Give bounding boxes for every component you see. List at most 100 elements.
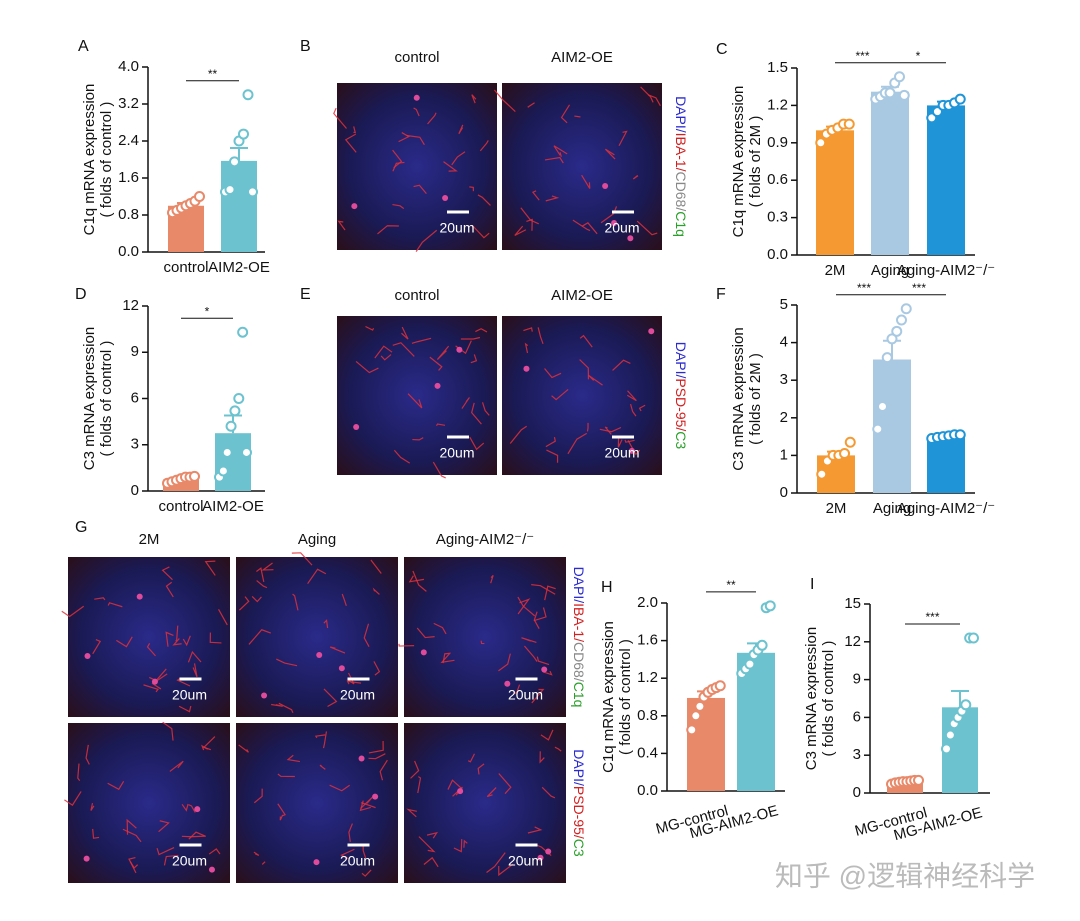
cell-process [599,426,622,433]
panel-letter: H [601,579,613,596]
x-tick-label: control [158,498,203,515]
cell-process [406,808,417,818]
stain-part: IBA-1/ [673,133,689,172]
cell-process [433,622,447,635]
cell-process [406,134,425,146]
cell-process [408,575,425,583]
panel-letter: G [75,519,87,536]
y-tick-label: 5 [780,296,788,313]
y-tick-label: 1.2 [637,669,658,686]
cell-process [533,611,540,629]
cell-process [536,656,550,666]
y-tick-label: 0.4 [637,744,658,761]
stain-part: PSD-95/ [571,786,587,839]
micrograph [502,316,662,475]
cell-process [292,593,299,611]
stain-part: C1q [673,211,689,237]
data-point [764,600,776,612]
bar [163,479,199,491]
cell-process [509,425,528,444]
cell-process [379,759,388,781]
data-point [241,446,252,458]
cell-process [479,140,489,152]
cell-process [418,836,436,853]
cell-body [372,793,379,800]
cell-process [554,746,562,752]
cell-process [90,803,95,811]
cell-process [276,658,298,667]
cell-process [546,449,559,463]
cell-body [434,382,441,389]
cell-process [553,145,568,156]
y-tick-label: 3 [853,746,861,763]
cell-body [353,423,360,430]
data-point [944,729,956,741]
column-label: Aging-AIM2⁻/⁻ [436,531,534,548]
column-label: control [394,49,439,66]
cell-process [480,640,485,645]
micrograph [236,723,398,883]
cell-process [533,607,547,622]
cell-process [537,327,544,344]
y-tick-label: 0.0 [767,246,788,263]
cell-process [365,325,375,331]
cell-process [380,354,392,361]
y-axis-label: ( folds of 2M ) [747,116,764,208]
cell-process [156,846,175,856]
cell-process [61,605,85,618]
cell-process [373,661,381,676]
stain-label: DAPI/IBA-1/CD68/C1q [571,567,587,708]
cell-process [540,729,554,741]
cell-process [486,787,497,798]
y-tick-label: 2 [780,409,788,426]
cell-process [286,754,301,763]
y-tick-label: 0.0 [637,782,658,799]
cell-process [640,86,654,103]
scale-bar-label: 20um [439,220,474,236]
micrograph [502,83,662,250]
y-tick-label: 0 [780,484,788,501]
cell-process [372,587,380,595]
cell-process [392,342,415,357]
panel-letter: C [716,41,728,58]
cell-process [588,374,603,386]
y-tick-label: 4.0 [118,58,139,75]
cell-process [526,218,533,231]
cell-process [202,736,216,751]
cell-process [360,802,376,809]
cell-process [323,619,329,629]
cell-process [545,195,560,202]
cell-process [545,437,556,448]
cell-process [524,342,529,354]
cell-body [84,652,91,659]
cell-process [415,229,438,252]
cell-body [83,855,90,862]
cell-process [107,780,125,791]
cell-process [181,835,206,838]
cell-process [407,393,423,409]
cell-process [517,598,531,615]
stain-label: DAPI/PSD-95/C3 [673,342,689,450]
y-axis-label: ( folds of control ) [617,639,634,755]
data-point [954,429,966,441]
cell-process [477,194,491,206]
cell-process [329,646,346,654]
cell-process [581,174,591,189]
cell-process [493,89,516,112]
significance-label: *** [912,281,926,295]
y-tick-label: 9 [853,671,861,688]
cell-process [636,220,658,236]
cell-body [338,665,345,672]
cell-process [560,104,571,124]
data-point [756,639,768,651]
y-tick-label: 0 [131,482,139,499]
cell-process [251,596,262,603]
cell-process [204,560,216,576]
cell-process [551,388,569,401]
cell-process [344,133,357,153]
y-tick-label: 2.4 [118,132,139,149]
cell-process [377,225,399,235]
data-point [872,423,884,435]
cell-process [77,763,81,782]
